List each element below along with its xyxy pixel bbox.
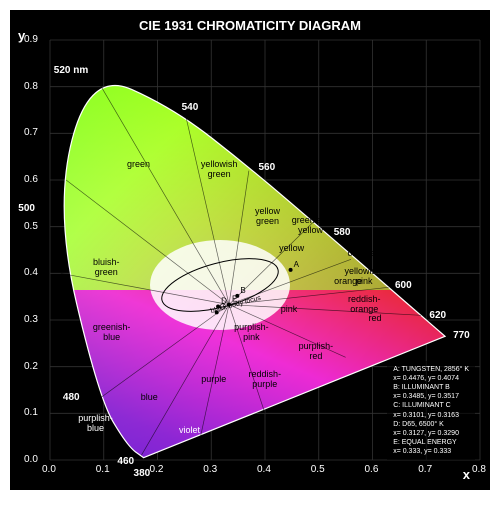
color-region-label: purplish-blue bbox=[68, 414, 123, 434]
y-tick: 0.8 bbox=[24, 81, 38, 92]
color-region-label: purplish-pink bbox=[224, 323, 279, 343]
y-tick: 0.0 bbox=[24, 454, 38, 465]
x-tick: 0.1 bbox=[96, 464, 110, 475]
figure-container: CIE 1931 CHROMATICITY DIAGRAM y x bbox=[0, 10, 500, 510]
color-region-label: blue bbox=[122, 393, 177, 403]
illuminant-legend: A: TUNGSTEN, 2856° K x= 0.4476, y= 0.407… bbox=[387, 361, 475, 460]
legend-line: x= 0.3485, y= 0.3517 bbox=[393, 392, 469, 401]
wavelength-label: 500 bbox=[18, 203, 35, 214]
x-tick: 0.6 bbox=[365, 464, 379, 475]
wavelength-label: 480 bbox=[63, 392, 80, 403]
x-tick: 0.0 bbox=[42, 464, 56, 475]
y-tick: 0.3 bbox=[24, 314, 38, 325]
x-tick: 0.3 bbox=[203, 464, 217, 475]
x-tick: 0.8 bbox=[472, 464, 486, 475]
x-tick: 0.4 bbox=[257, 464, 271, 475]
x-tick: 0.2 bbox=[150, 464, 164, 475]
legend-line: x= 0.3101, y= 0.3163 bbox=[393, 411, 469, 420]
color-region-label: pink bbox=[262, 305, 317, 315]
color-region-label: reddish-purple bbox=[237, 370, 292, 390]
color-region-label: greenish-blue bbox=[84, 323, 139, 343]
wavelength-label: 460 bbox=[117, 456, 134, 467]
x-tick: 0.7 bbox=[418, 464, 432, 475]
legend-line: B: ILLUMINANT B bbox=[393, 383, 469, 392]
x-tick: 0.5 bbox=[311, 464, 325, 475]
color-region-label: yellow bbox=[264, 244, 319, 254]
wavelength-label: 580 bbox=[334, 227, 351, 238]
color-region-label: bluish-green bbox=[79, 258, 134, 278]
wavelength-label: 600 bbox=[395, 280, 412, 291]
wavelength-label: 520 nm bbox=[54, 65, 88, 76]
color-region-label: purple bbox=[186, 375, 241, 385]
y-tick: 0.5 bbox=[24, 221, 38, 232]
legend-line: E: EQUAL ENERGY bbox=[393, 438, 469, 447]
legend-line: A: TUNGSTEN, 2856° K bbox=[393, 365, 469, 374]
y-tick: 0.6 bbox=[24, 174, 38, 185]
y-tick: 0.9 bbox=[24, 34, 38, 45]
svg-text:A: A bbox=[294, 260, 300, 269]
legend-line: x= 0.4476, y= 0.4074 bbox=[393, 374, 469, 383]
y-tick: 0.1 bbox=[24, 407, 38, 418]
legend-line: x= 0.3127, y= 0.3290 bbox=[393, 429, 469, 438]
wavelength-label: 560 bbox=[258, 162, 275, 173]
color-region-label: red bbox=[348, 314, 403, 324]
color-region-label: yellowishgreen bbox=[192, 160, 247, 180]
y-tick: 0.2 bbox=[24, 361, 38, 372]
wavelength-label: 540 bbox=[182, 102, 199, 113]
color-region-label: reddish-orange bbox=[337, 295, 392, 315]
svg-text:B: B bbox=[240, 286, 245, 295]
color-region-label: green bbox=[111, 160, 166, 170]
wavelength-label: 620 bbox=[429, 310, 446, 321]
legend-line: C: ILLUMINANT C bbox=[393, 401, 469, 410]
y-tick: 0.4 bbox=[24, 267, 38, 278]
color-region-label: purplish-red bbox=[288, 342, 343, 362]
legend-line: D: D65, 6500° K bbox=[393, 420, 469, 429]
legend-line: x= 0.333, y= 0.333 bbox=[393, 447, 469, 456]
wavelength-label: 770 bbox=[453, 330, 470, 341]
color-region-label: orange bbox=[334, 249, 389, 259]
wavelength-label: 380 bbox=[134, 468, 151, 479]
y-tick: 0.7 bbox=[24, 127, 38, 138]
plot-area: CIE 1931 CHROMATICITY DIAGRAM y x bbox=[10, 10, 490, 490]
color-region-label: violet bbox=[162, 426, 217, 436]
color-region-label: orange bbox=[321, 277, 376, 287]
